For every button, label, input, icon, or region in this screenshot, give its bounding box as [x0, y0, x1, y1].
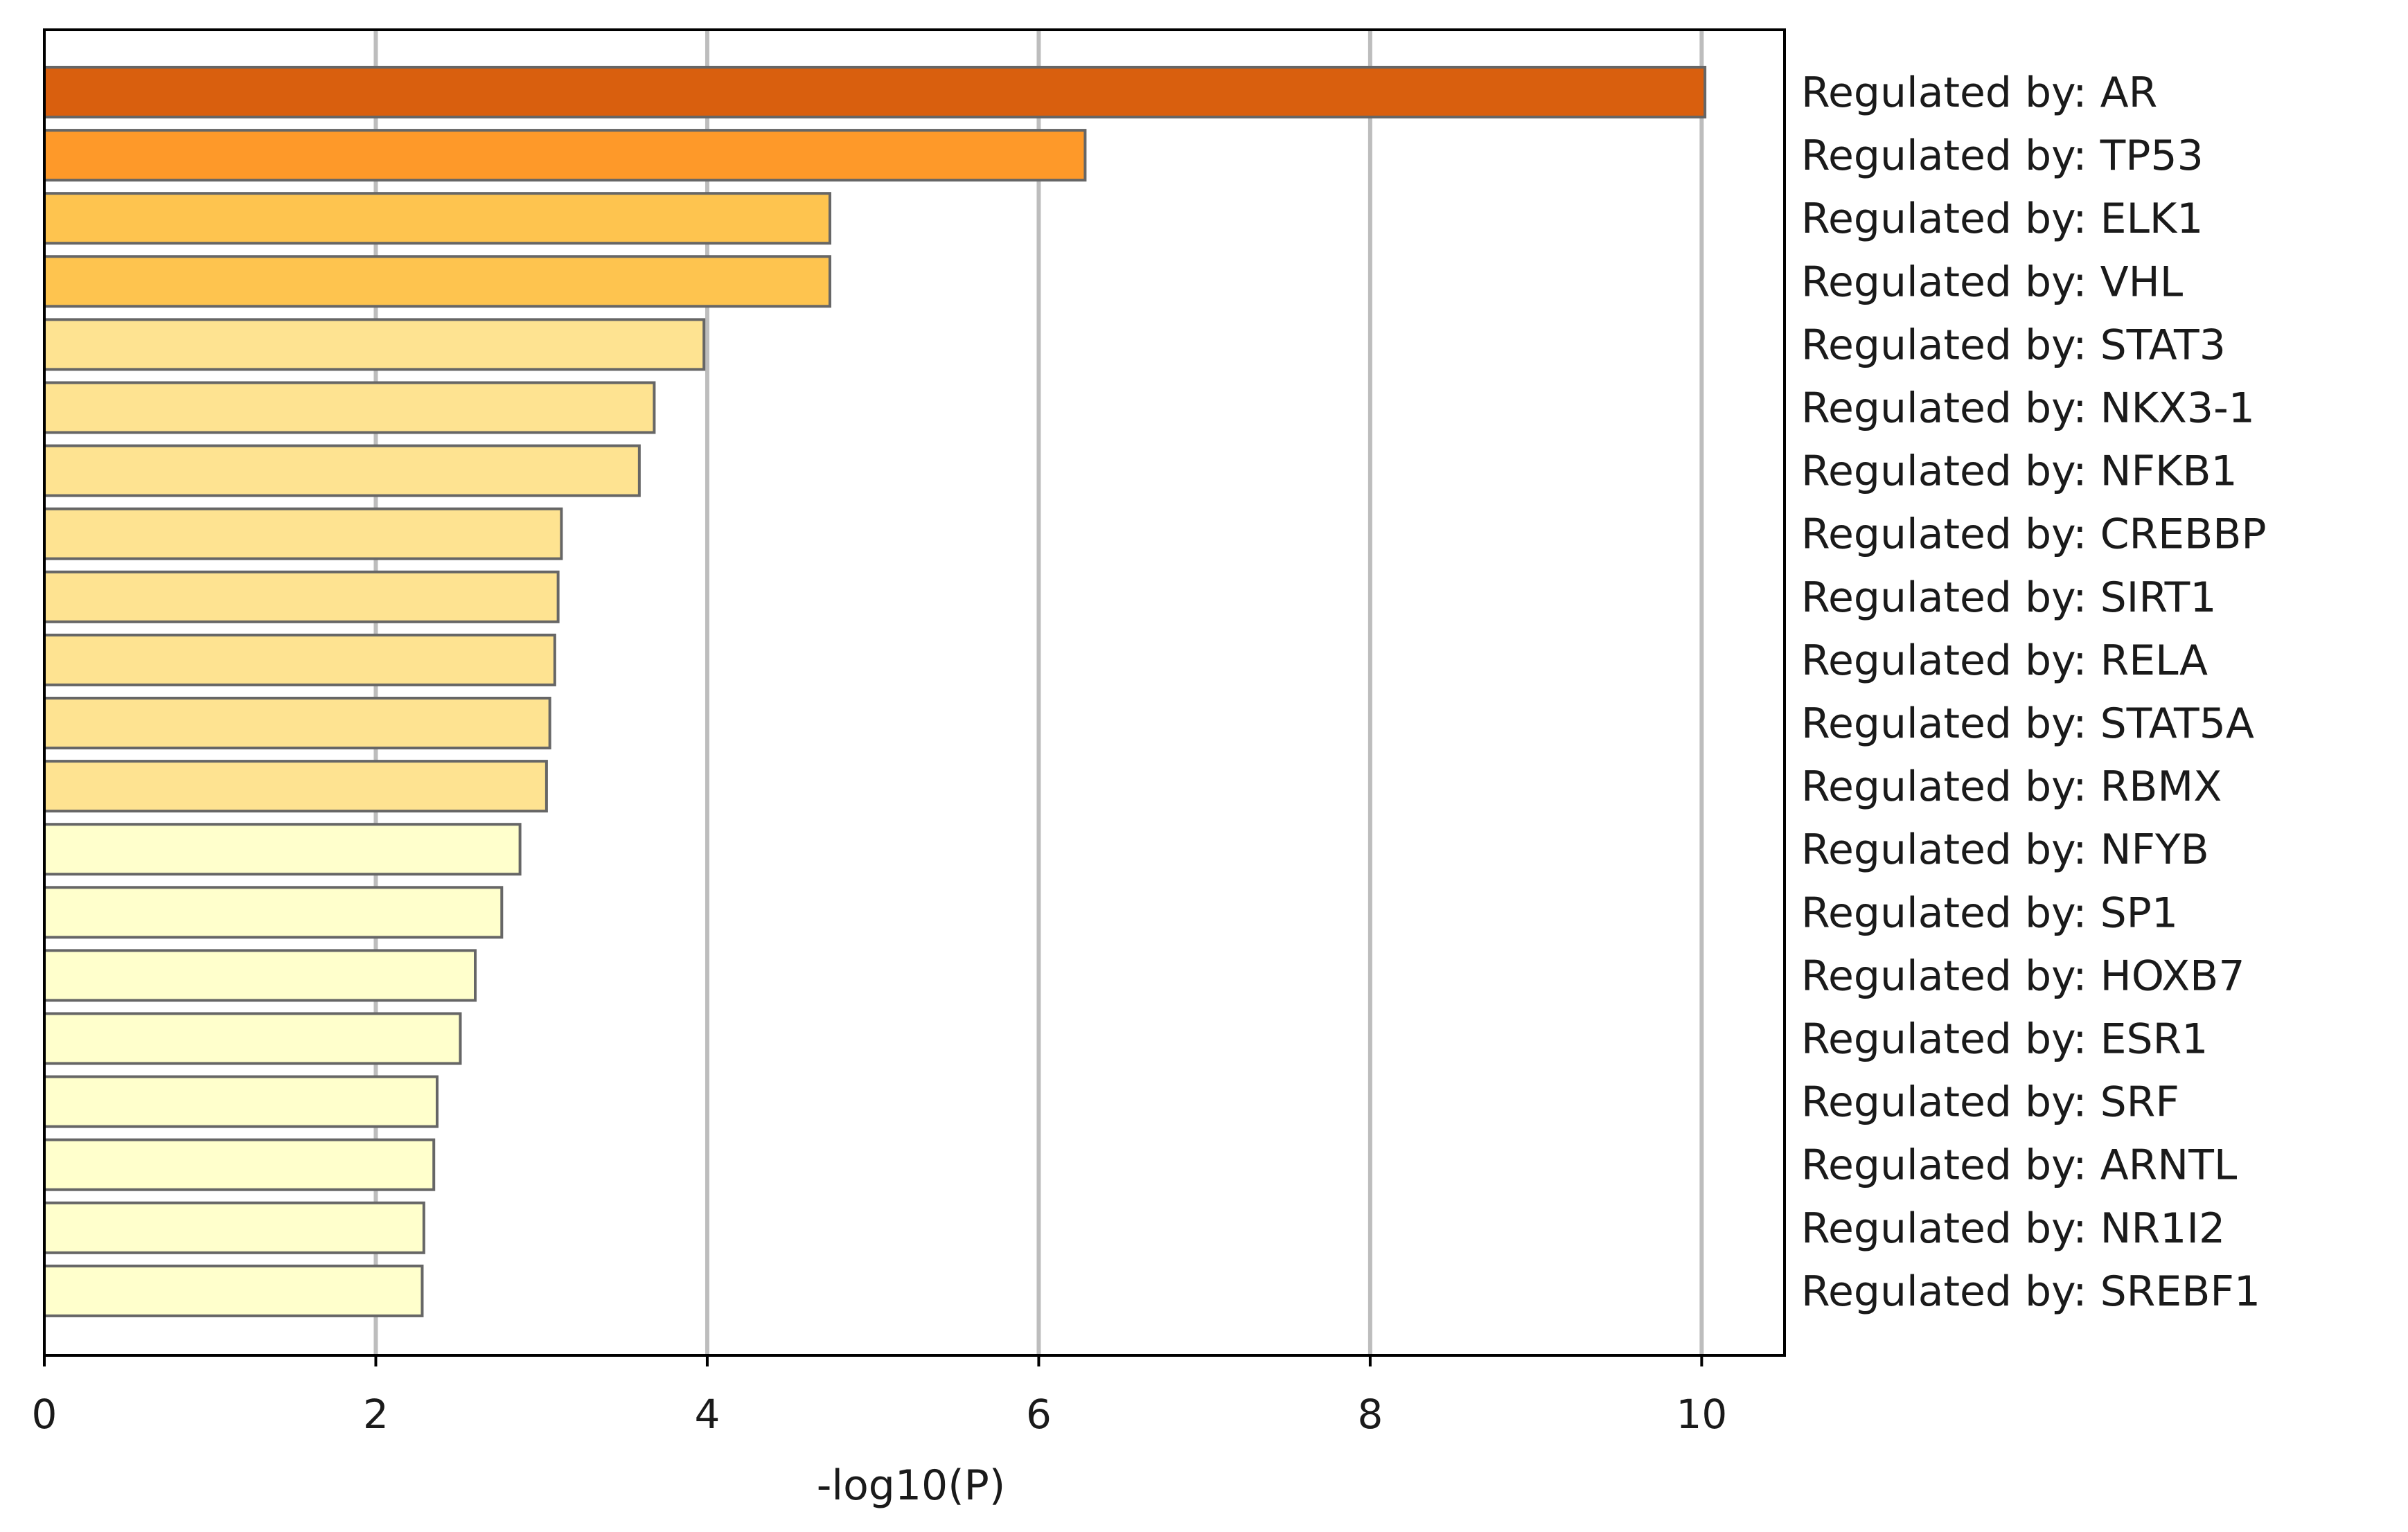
- category-label: Regulated by: SREBF1: [1801, 1267, 2260, 1316]
- grid-lines: [373, 30, 1704, 1355]
- bar: [43, 1264, 424, 1317]
- plot-frame: [43, 28, 1786, 1357]
- bar: [43, 444, 641, 497]
- bar: [43, 697, 551, 749]
- category-label: Regulated by: SP1: [1801, 889, 2178, 937]
- category-label: Regulated by: ELK1: [1801, 195, 2203, 243]
- x-axis-ticks: 0 2 4 6 8 10: [32, 1355, 1727, 1438]
- bar: [43, 318, 706, 371]
- category-label: Regulated by: RELA: [1801, 636, 2208, 685]
- category-labels: Regulated by: AR Regulated by: TP53 Regula…: [1801, 69, 2267, 1316]
- bar: [43, 886, 504, 939]
- category-label: Regulated by: TP53: [1801, 132, 2204, 180]
- bar: [43, 192, 831, 245]
- category-label: Regulated by: SRF: [1801, 1078, 2179, 1127]
- bar: [43, 823, 522, 876]
- bar: [43, 381, 656, 434]
- bar: [43, 507, 563, 560]
- x-tick-label: 2: [363, 1391, 389, 1438]
- category-label: Regulated by: CREBBP: [1801, 510, 2267, 559]
- category-label: Regulated by: STAT3: [1801, 321, 2226, 369]
- bar: [43, 949, 477, 1002]
- bar: [43, 760, 548, 813]
- category-label: Regulated by: AR: [1801, 69, 2157, 117]
- category-label: Regulated by: NFYB: [1801, 826, 2209, 874]
- x-axis-label: -log10(P): [817, 1461, 1005, 1510]
- category-label: Regulated by: HOXB7: [1801, 952, 2245, 1000]
- bar: [43, 129, 1087, 182]
- category-label: Regulated by: SIRT1: [1801, 573, 2217, 622]
- category-label: Regulated by: ARNTL: [1801, 1141, 2238, 1190]
- category-label: Regulated by: NR1I2: [1801, 1204, 2225, 1253]
- category-label: Regulated by: RBMX: [1801, 763, 2222, 811]
- bar: [43, 570, 560, 623]
- x-tick-label: 10: [1676, 1391, 1727, 1438]
- category-label: Regulated by: ESR1: [1801, 1015, 2208, 1064]
- bar: [43, 633, 556, 686]
- bar: [43, 66, 1707, 118]
- x-tick-label: 6: [1026, 1391, 1052, 1438]
- category-label: Regulated by: NFKB1: [1801, 447, 2238, 496]
- category-label: Regulated by: VHL: [1801, 258, 2184, 306]
- x-tick-label: 0: [32, 1391, 57, 1438]
- bar: [43, 255, 831, 308]
- category-label: Regulated by: NKX3-1: [1801, 384, 2255, 433]
- bar: [43, 1138, 436, 1191]
- x-tick-label: 8: [1357, 1391, 1383, 1438]
- bars: [43, 66, 1707, 1317]
- bar: [43, 1075, 439, 1128]
- x-tick-label: 4: [694, 1391, 720, 1438]
- category-label: Regulated by: STAT5A: [1801, 700, 2254, 748]
- bar: [43, 1012, 462, 1065]
- bar: [43, 1201, 425, 1254]
